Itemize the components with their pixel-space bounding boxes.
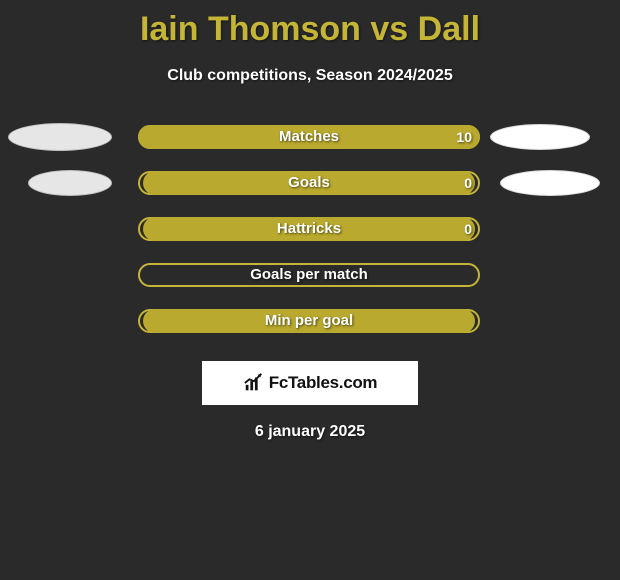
bar-fill	[143, 171, 475, 195]
stat-row: Min per goal	[0, 309, 620, 355]
comparison-bars: Matches10Goals0Hattricks0Goals per match…	[0, 125, 620, 355]
logo-text: FcTables.com	[269, 373, 378, 393]
player-ellipse-left	[28, 170, 112, 196]
bar-fill	[138, 125, 480, 149]
stat-row: Hattricks0	[0, 217, 620, 263]
page-title: Iain Thomson vs Dall	[0, 0, 620, 49]
bar-fill	[143, 217, 475, 241]
player-ellipse-left	[8, 123, 112, 151]
bar-outline	[138, 263, 480, 287]
date-text: 6 january 2025	[0, 423, 620, 441]
stat-row: Goals per match	[0, 263, 620, 309]
bar-value: 0	[464, 217, 472, 241]
subtitle: Club competitions, Season 2024/2025	[0, 67, 620, 85]
bar-value: 10	[456, 125, 472, 149]
bar-fill	[143, 309, 475, 333]
chart-icon	[243, 372, 265, 394]
bar-value: 0	[464, 171, 472, 195]
player-ellipse-right	[500, 170, 600, 196]
logo-box: FcTables.com	[202, 361, 418, 405]
player-ellipse-right	[490, 124, 590, 150]
